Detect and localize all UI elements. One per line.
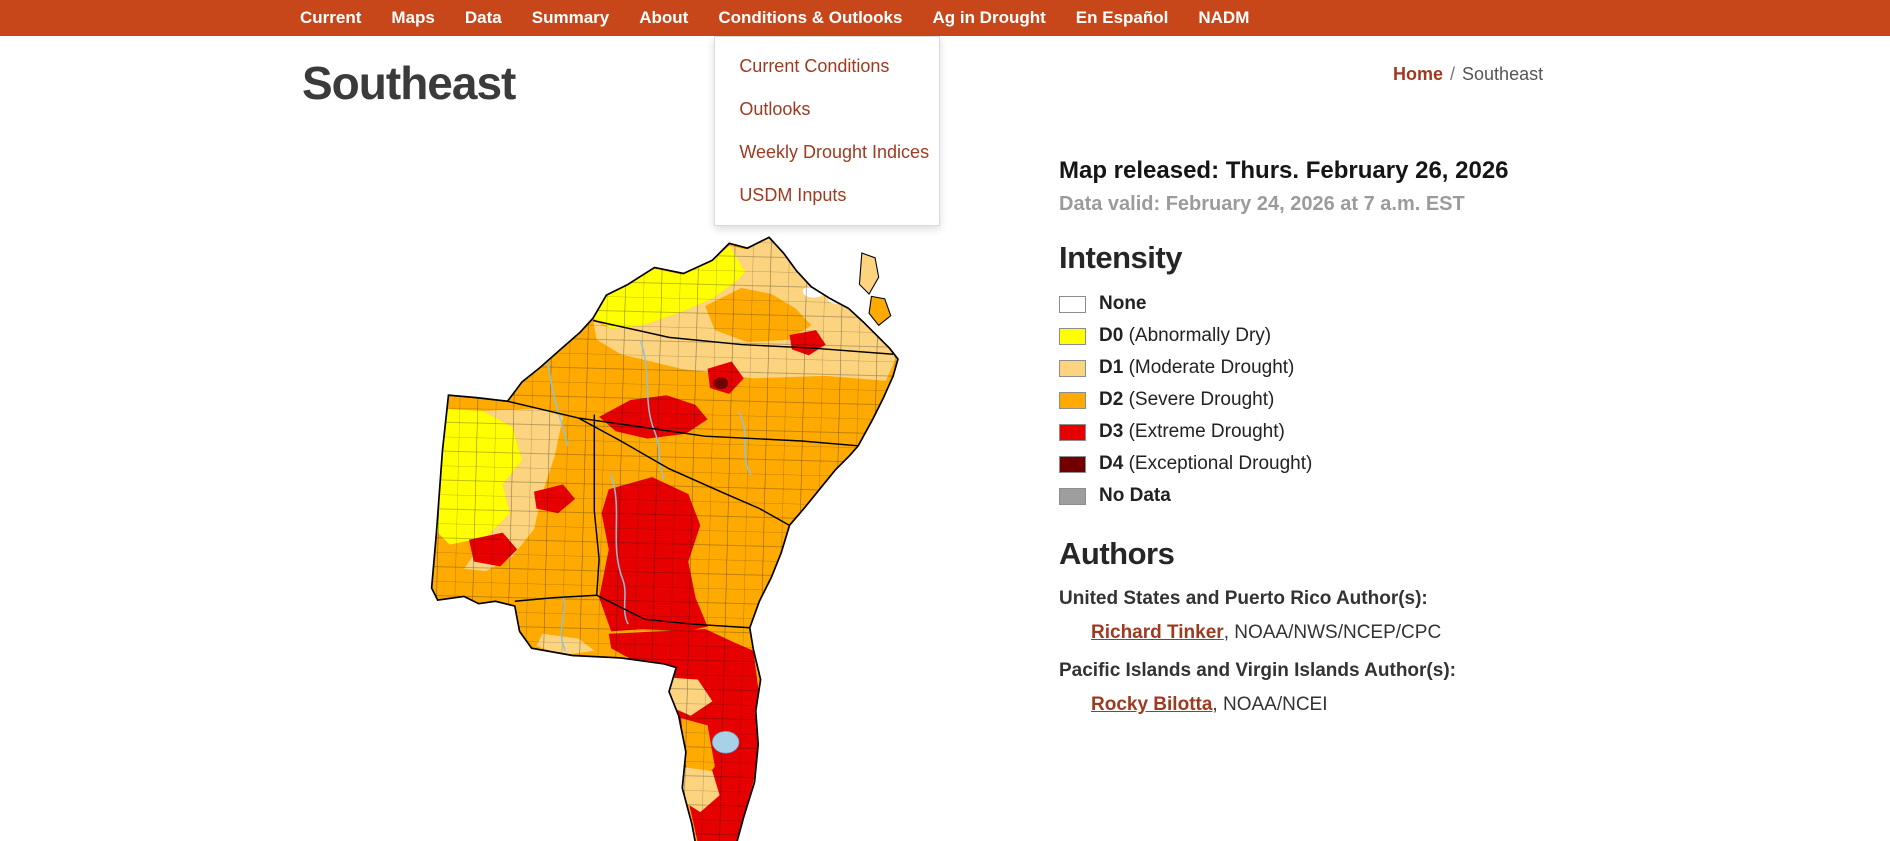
authors-section: Authors United States and Puerto Rico Au…: [1059, 536, 1539, 716]
nav-item-maps[interactable]: Maps: [391, 0, 434, 36]
nav-item-about[interactable]: About: [639, 0, 688, 36]
legend-item-d0: D0 (Abnormally Dry): [1059, 320, 1539, 352]
author-affiliation: , NOAA/NWS/NCEP/CPC: [1223, 622, 1442, 643]
nav-link-maps[interactable]: Maps: [391, 8, 435, 27]
nav-item-current[interactable]: Current: [300, 0, 361, 36]
lake-okeechobee: [712, 731, 740, 754]
legend-code: D1: [1099, 357, 1124, 378]
breadcrumb: Home / Southeast: [1393, 64, 1543, 85]
nav-item-nadm[interactable]: NADM: [1198, 0, 1249, 36]
legend-swatch-d2: [1059, 391, 1086, 409]
legend-item-none: None: [1059, 288, 1539, 320]
legend-item-d4: D4 (Exceptional Drought): [1059, 448, 1539, 480]
nav-item-en-espanol[interactable]: En Español: [1076, 0, 1169, 36]
nav-link-data[interactable]: Data: [464, 8, 502, 27]
legend-desc: (Severe Drought): [1128, 389, 1275, 410]
author-affiliation: , NOAA/NCEI: [1212, 694, 1328, 715]
legend-item-no-data: No Data: [1059, 480, 1539, 512]
drought-map[interactable]: [428, 232, 904, 841]
dropdown-item-weekly-drought-indices[interactable]: Weekly Drought Indices: [739, 142, 930, 162]
drought-fill-layer: [431, 237, 898, 841]
legend-swatch-no-data: [1059, 487, 1086, 505]
author-line-pacific: Rocky Bilotta, NOAA/NCEI: [1091, 694, 1539, 716]
legend-swatch-d3: [1059, 423, 1086, 441]
intensity-legend: None D0 (Abnormally Dry) D1 (Moderate Dr…: [1059, 288, 1539, 512]
author-link-richard-tinker[interactable]: Richard Tinker: [1091, 622, 1224, 643]
nav-link-nadm[interactable]: NADM: [1198, 8, 1250, 27]
page-title: Southeast: [302, 57, 516, 109]
legend-desc: (Abnormally Dry): [1128, 325, 1272, 346]
authors-us-label: United States and Puerto Rico Author(s):: [1059, 588, 1428, 609]
legend-swatch-none: [1059, 295, 1086, 313]
legend-swatch-d1: [1059, 359, 1086, 377]
legend-swatch-d4: [1059, 455, 1086, 473]
legend-swatch-d0: [1059, 327, 1086, 345]
data-valid-text: Data valid: February 24, 2026 at 7 a.m. …: [1059, 193, 1465, 215]
nav-link-about[interactable]: About: [639, 8, 689, 27]
legend-item-d3: D3 (Extreme Drought): [1059, 416, 1539, 448]
intensity-heading: Intensity: [1059, 240, 1182, 275]
legend-desc: (Exceptional Drought): [1128, 453, 1313, 474]
authors-pacific-label: Pacific Islands and Virgin Islands Autho…: [1059, 660, 1456, 681]
map-released-text: Map released: Thurs. February 26, 2026: [1059, 157, 1509, 184]
legend-code: None: [1099, 293, 1147, 314]
dropdown-item-outlooks[interactable]: Outlooks: [739, 99, 811, 119]
nav-link-conditions-outlooks[interactable]: Conditions & Outlooks: [718, 8, 903, 27]
authors-heading: Authors: [1059, 536, 1175, 571]
legend-desc: (Moderate Drought): [1128, 357, 1295, 378]
dropdown-item-current-conditions[interactable]: Current Conditions: [739, 56, 890, 76]
legend-item-d1: D1 (Moderate Drought): [1059, 352, 1539, 384]
nav-item-ag-in-drought[interactable]: Ag in Drought: [932, 0, 1045, 36]
dropdown-item-usdm-inputs[interactable]: USDM Inputs: [739, 185, 847, 205]
nav-link-summary[interactable]: Summary: [531, 8, 610, 27]
nav-link-en-espanol[interactable]: En Español: [1075, 8, 1169, 27]
nav-item-conditions-outlooks[interactable]: Conditions & Outlooks Current Conditions…: [714, 0, 941, 226]
map-info-panel: Map released: Thurs. February 26, 2026 D…: [1059, 156, 1539, 716]
breadcrumb-home-link[interactable]: Home: [1393, 64, 1444, 84]
breadcrumb-current: Southeast: [1462, 64, 1544, 84]
legend-code: No Data: [1099, 485, 1171, 506]
nav-item-data[interactable]: Data: [465, 0, 502, 36]
author-line-us: Richard Tinker, NOAA/NWS/NCEP/CPC: [1091, 622, 1539, 644]
legend-code: D4: [1099, 453, 1124, 474]
drought-map-svg: [430, 236, 899, 841]
nav-link-ag-in-drought[interactable]: Ag in Drought: [932, 8, 1046, 27]
eastern-shore: [858, 252, 892, 327]
legend-code: D2: [1099, 389, 1124, 410]
nav-link-current[interactable]: Current: [300, 8, 362, 27]
legend-code: D3: [1099, 421, 1124, 442]
legend-desc: (Extreme Drought): [1128, 421, 1285, 442]
state-borders: [507, 319, 894, 629]
legend-code: D0: [1099, 325, 1124, 346]
conditions-outlooks-dropdown: Current Conditions Outlooks Weekly Droug…: [714, 36, 941, 226]
region-outline: [430, 236, 899, 841]
nav-item-summary[interactable]: Summary: [532, 0, 609, 36]
legend-item-d2: D2 (Severe Drought): [1059, 384, 1539, 416]
breadcrumb-separator: /: [1450, 64, 1456, 84]
top-nav: Current Maps Data Summary About Conditio…: [0, 0, 1890, 226]
author-link-rocky-bilotta[interactable]: Rocky Bilotta: [1091, 694, 1213, 715]
